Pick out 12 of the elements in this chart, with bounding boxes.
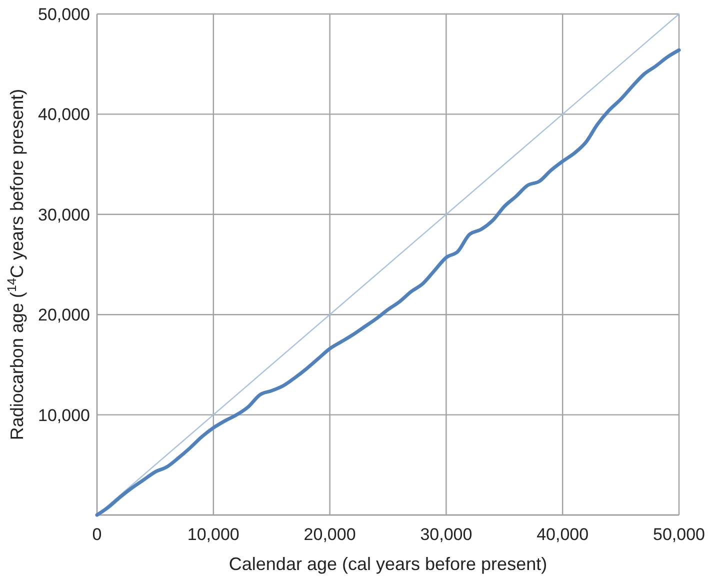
y-tick-label: 30,000 [38, 205, 90, 224]
x-tick-label: 20,000 [304, 525, 356, 544]
y-tick-label: 20,000 [38, 306, 90, 325]
x-tick-label: 40,000 [536, 525, 589, 544]
x-tick-label: 30,000 [420, 525, 472, 544]
y-tick-label: 50,000 [38, 5, 90, 24]
x-axis-title: Calendar age (cal years before present) [228, 554, 548, 574]
x-tick-label: 50,000 [653, 525, 705, 544]
x-tick-label: 10,000 [187, 525, 240, 544]
y-tick-label: 10,000 [38, 406, 90, 425]
x-tick-label: 0 [92, 525, 102, 544]
y-tick-label: 40,000 [38, 105, 90, 124]
